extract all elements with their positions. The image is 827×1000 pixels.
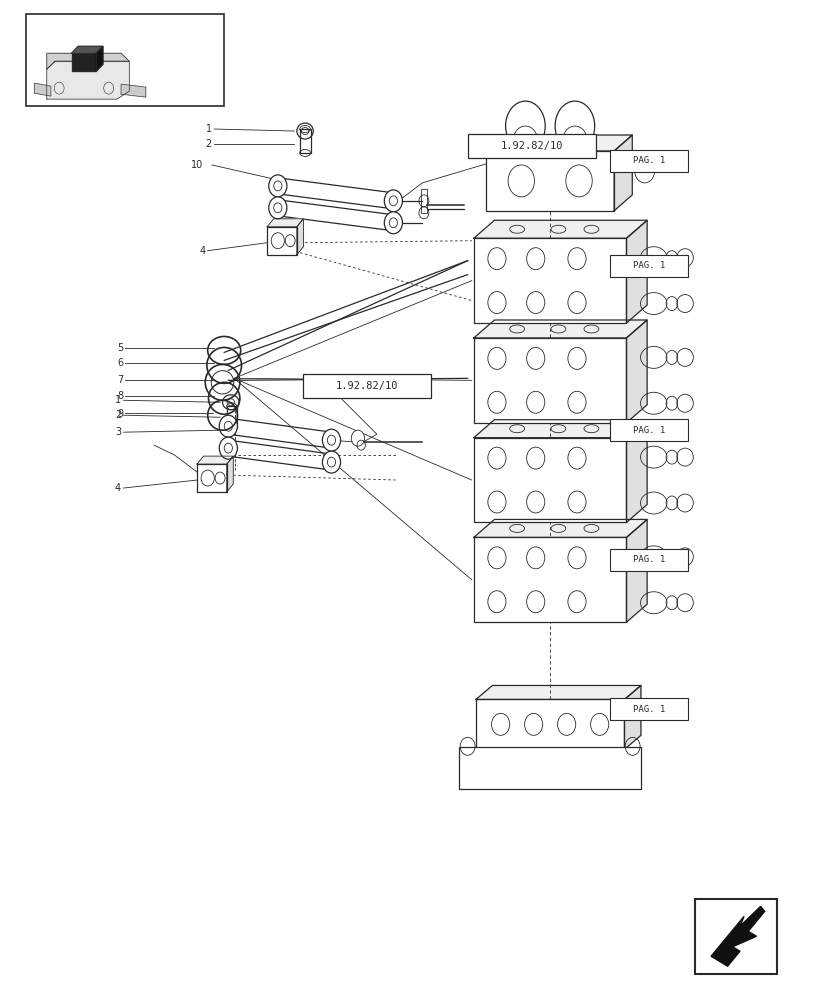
Polygon shape xyxy=(473,320,647,338)
Circle shape xyxy=(269,175,287,197)
Text: PAG. 1: PAG. 1 xyxy=(633,156,665,165)
Bar xyxy=(302,374,430,398)
Text: 10: 10 xyxy=(191,160,203,170)
Polygon shape xyxy=(277,178,394,209)
Bar xyxy=(609,255,687,277)
Polygon shape xyxy=(71,46,103,53)
Polygon shape xyxy=(121,84,146,97)
Text: 7: 7 xyxy=(117,375,123,385)
Text: 1: 1 xyxy=(115,395,121,405)
Text: 2: 2 xyxy=(205,139,212,149)
Polygon shape xyxy=(473,519,647,537)
Polygon shape xyxy=(626,519,647,622)
Polygon shape xyxy=(473,420,647,438)
Polygon shape xyxy=(227,440,332,470)
Polygon shape xyxy=(71,53,96,71)
Polygon shape xyxy=(35,83,50,96)
Polygon shape xyxy=(267,219,303,227)
Polygon shape xyxy=(46,53,129,69)
Polygon shape xyxy=(710,946,739,966)
Bar xyxy=(473,537,626,622)
Bar xyxy=(420,189,427,213)
Circle shape xyxy=(351,430,364,446)
Ellipse shape xyxy=(505,101,544,151)
Circle shape xyxy=(322,451,340,473)
Circle shape xyxy=(269,197,287,219)
Polygon shape xyxy=(626,420,647,522)
Circle shape xyxy=(322,429,340,451)
Text: PAG. 1: PAG. 1 xyxy=(633,555,665,564)
Circle shape xyxy=(219,437,237,459)
Polygon shape xyxy=(614,135,632,211)
Bar xyxy=(26,14,224,106)
Polygon shape xyxy=(710,906,764,956)
Bar xyxy=(609,549,687,571)
Bar xyxy=(299,129,310,153)
Text: PAG. 1: PAG. 1 xyxy=(633,426,665,435)
Ellipse shape xyxy=(554,101,594,151)
Bar xyxy=(459,747,640,789)
Polygon shape xyxy=(706,909,764,964)
Bar xyxy=(473,338,626,423)
Polygon shape xyxy=(46,61,129,99)
Bar xyxy=(227,406,237,428)
Polygon shape xyxy=(473,220,647,238)
Text: 1.92.82/10: 1.92.82/10 xyxy=(335,381,397,391)
Text: 2: 2 xyxy=(115,410,121,420)
Bar xyxy=(694,899,777,974)
Polygon shape xyxy=(277,200,394,231)
Polygon shape xyxy=(626,320,647,423)
Circle shape xyxy=(219,415,237,437)
Text: 4: 4 xyxy=(199,246,206,256)
Polygon shape xyxy=(96,46,103,71)
Polygon shape xyxy=(197,456,233,464)
Circle shape xyxy=(384,212,402,234)
Polygon shape xyxy=(227,418,332,448)
Bar xyxy=(467,134,595,158)
Polygon shape xyxy=(626,220,647,323)
Circle shape xyxy=(384,190,402,212)
Polygon shape xyxy=(296,219,303,255)
Polygon shape xyxy=(476,685,640,699)
Bar xyxy=(473,438,626,522)
Bar xyxy=(609,419,687,441)
Text: 6: 6 xyxy=(117,358,123,368)
Text: 3: 3 xyxy=(115,427,121,437)
Text: 8: 8 xyxy=(117,391,123,401)
Text: PAG. 1: PAG. 1 xyxy=(633,705,665,714)
Text: 4: 4 xyxy=(115,483,121,493)
Bar xyxy=(609,150,687,172)
Text: 1: 1 xyxy=(205,124,212,134)
Bar xyxy=(197,464,227,492)
Text: 5: 5 xyxy=(117,343,123,353)
Polygon shape xyxy=(485,135,632,151)
Bar xyxy=(609,698,687,720)
Bar xyxy=(476,699,624,749)
Text: PAG. 1: PAG. 1 xyxy=(633,261,665,270)
Polygon shape xyxy=(227,456,233,492)
Bar xyxy=(485,151,614,211)
Text: 9: 9 xyxy=(117,409,123,419)
Bar xyxy=(267,227,296,255)
Polygon shape xyxy=(624,685,640,749)
Text: 1.92.82/10: 1.92.82/10 xyxy=(500,141,562,151)
Bar xyxy=(473,238,626,323)
